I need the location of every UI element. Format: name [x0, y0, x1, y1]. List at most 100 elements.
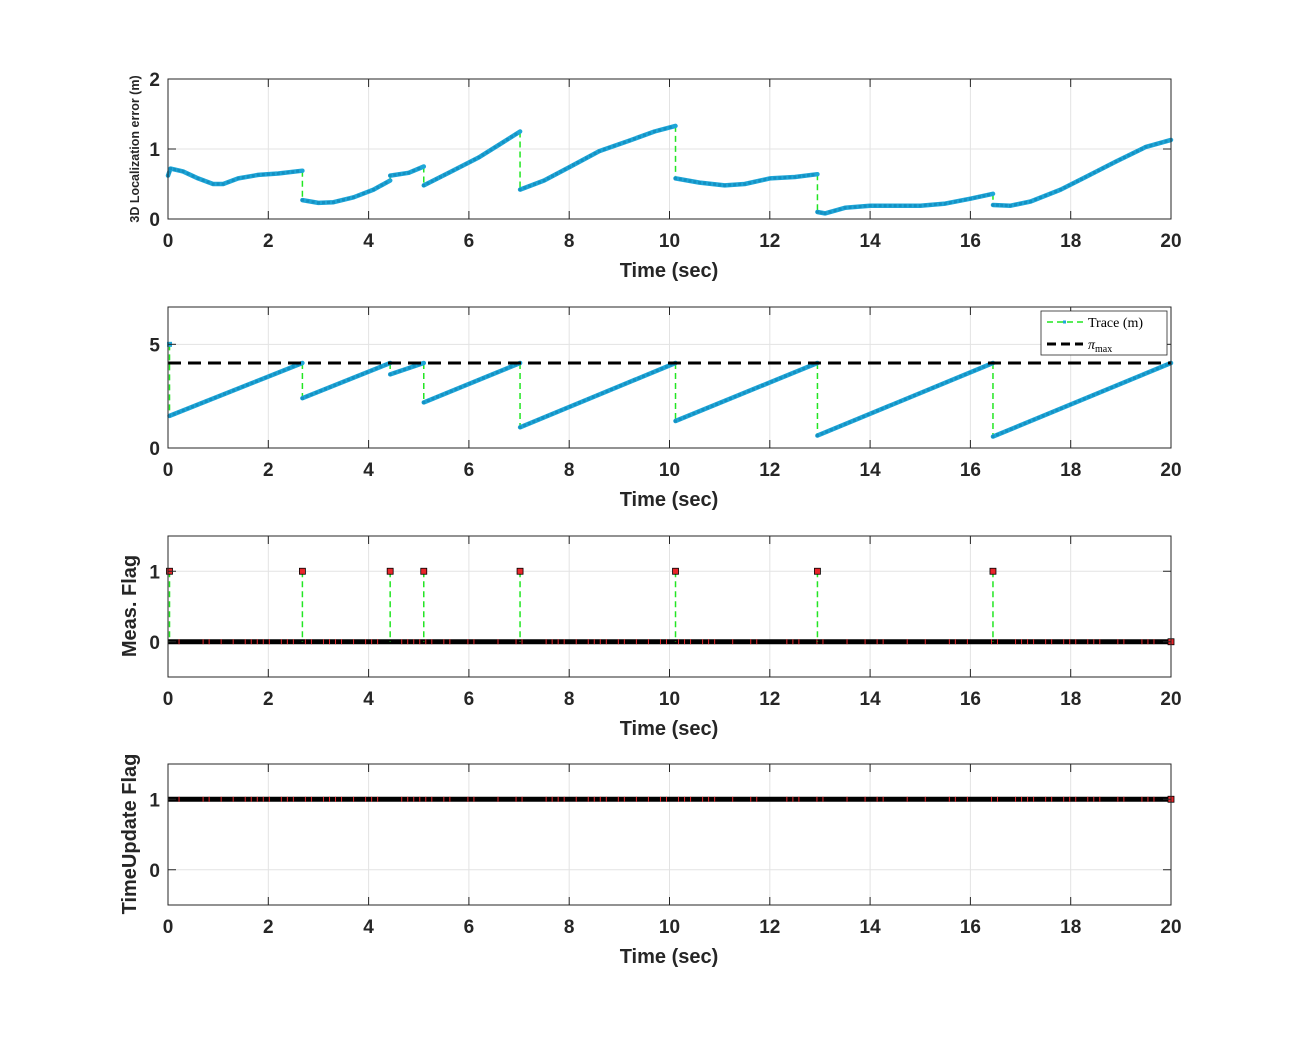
data-marker	[806, 365, 810, 369]
data-marker	[1144, 145, 1148, 149]
data-marker	[1019, 202, 1023, 206]
data-marker	[1027, 419, 1031, 423]
y-tick-label: 0	[149, 210, 160, 231]
legend-entry-pi-max: πmax	[1047, 338, 1112, 355]
x-tick-label: 18	[1060, 460, 1081, 481]
data-marker	[481, 153, 485, 157]
data-marker	[933, 202, 937, 206]
x-axis-label: Time (sec)	[620, 946, 719, 968]
data-marker	[186, 407, 190, 411]
data-marker	[658, 128, 662, 132]
data-marker	[1029, 200, 1033, 203]
data-marker	[571, 163, 575, 167]
data-marker	[245, 383, 249, 387]
flag-marker	[420, 567, 428, 575]
data-marker	[627, 139, 631, 143]
data-marker	[300, 198, 304, 202]
data-marker	[848, 420, 852, 424]
x-tick-label: 12	[759, 917, 780, 938]
data-marker	[491, 372, 495, 376]
data-marker	[868, 204, 872, 208]
y-tick-label: 1	[149, 140, 160, 161]
data-marker	[668, 125, 672, 129]
data-marker	[756, 385, 760, 389]
data-marker	[596, 393, 600, 397]
data-marker	[1037, 416, 1041, 420]
data-marker	[532, 182, 536, 186]
x-tick-label: 14	[860, 689, 882, 710]
data-marker	[819, 211, 823, 215]
data-marker	[664, 365, 668, 369]
data-marker	[250, 381, 254, 385]
x-tick-label: 20	[1160, 460, 1181, 481]
data-marker	[977, 195, 981, 199]
data-marker	[1123, 380, 1127, 384]
data-marker	[880, 407, 884, 411]
flag-marker	[814, 567, 821, 575]
data-marker	[1142, 372, 1146, 376]
data-marker	[593, 151, 597, 155]
data-marker	[485, 150, 489, 154]
x-tick-label: 10	[659, 231, 680, 252]
data-marker	[1088, 173, 1092, 177]
data-marker	[954, 376, 958, 380]
data-marker	[710, 404, 714, 408]
data-marker	[1000, 431, 1004, 435]
data-marker	[305, 394, 309, 398]
data-marker	[454, 387, 458, 391]
data-marker	[372, 188, 376, 192]
data-marker	[936, 384, 940, 388]
data-marker	[862, 414, 866, 418]
data-marker	[852, 418, 856, 422]
data-marker	[1128, 378, 1132, 382]
data-marker	[949, 378, 953, 382]
data-marker	[1054, 190, 1058, 194]
data-marker	[489, 148, 493, 152]
data-marker	[445, 391, 449, 395]
flag-marker	[386, 567, 394, 575]
data-marker	[698, 181, 702, 185]
data-marker	[1044, 194, 1048, 198]
x-tick-label: 16	[960, 231, 981, 252]
data-marker	[486, 374, 490, 378]
data-marker	[646, 372, 650, 376]
data-marker	[986, 363, 990, 367]
x-tick-label: 2	[263, 231, 274, 252]
data-marker	[296, 363, 300, 367]
data-marker	[181, 169, 185, 173]
data-marker	[728, 397, 732, 401]
x-tick-label: 0	[163, 460, 174, 481]
x-tick-label: 0	[163, 231, 174, 252]
x-tick-label: 16	[960, 917, 981, 938]
data-marker	[357, 193, 361, 197]
data-marker	[443, 173, 447, 177]
x-tick-label: 12	[759, 231, 780, 252]
data-marker	[617, 142, 621, 146]
data-marker	[1055, 408, 1059, 412]
flag-marker	[672, 567, 679, 575]
data-marker	[397, 172, 401, 176]
data-marker	[495, 370, 499, 374]
data-marker	[943, 202, 947, 206]
data-marker	[1127, 153, 1131, 157]
data-marker	[541, 416, 545, 420]
data-marker	[316, 201, 320, 205]
data-marker	[241, 176, 245, 180]
data-marker	[913, 204, 917, 208]
data-marker	[637, 135, 641, 139]
data-marker	[321, 201, 325, 205]
data-marker	[580, 158, 584, 162]
data-marker	[866, 413, 870, 417]
data-marker	[417, 363, 421, 367]
data-marker	[356, 374, 360, 378]
data-marker	[256, 173, 260, 177]
x-tick-label: 16	[960, 689, 981, 710]
data-marker	[963, 372, 967, 376]
data-marker	[931, 386, 935, 390]
data-marker	[1024, 201, 1028, 205]
x-tick-label: 14	[860, 231, 882, 252]
data-marker	[1009, 204, 1013, 208]
data-marker	[559, 170, 563, 174]
data-marker	[407, 366, 411, 370]
